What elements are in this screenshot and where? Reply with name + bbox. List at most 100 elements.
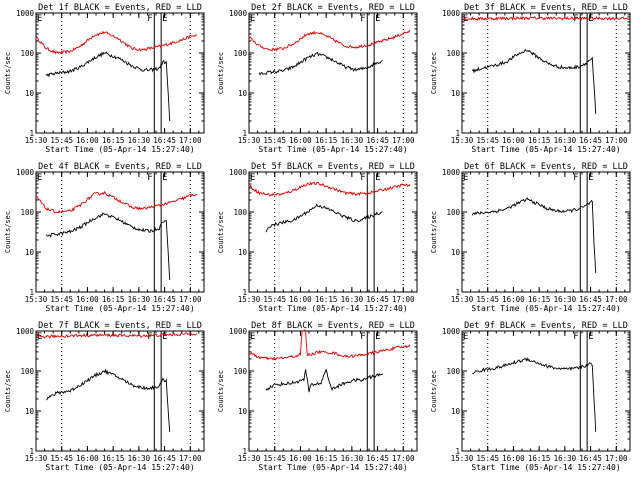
plot-frame — [248, 330, 418, 452]
y-tick-label: 1 — [455, 447, 460, 456]
y-axis-label: Counts/sec — [217, 370, 225, 412]
event-marker-label: E — [375, 173, 380, 183]
y-tick-label: 100 — [233, 367, 247, 376]
x-tick-label: 16:00 — [502, 136, 525, 145]
plot-frame — [461, 171, 631, 293]
x-tick-label: 16:15 — [528, 295, 551, 304]
lld-series-line — [248, 181, 411, 197]
x-tick-label: 16:00 — [289, 454, 312, 463]
x-tick-label: 15:45 — [50, 136, 73, 145]
x-axis-label: Start Time (05-Apr-14 15:27:40) — [45, 304, 194, 313]
x-axis-label: Start Time (05-Apr-14 15:27:40) — [471, 145, 620, 154]
plot-frame — [461, 12, 631, 134]
x-tick-label: 16:45 — [366, 295, 389, 304]
y-tick-label: 1 — [29, 447, 34, 456]
x-tick-label: 17:00 — [605, 295, 628, 304]
x-tick-label: 16:45 — [153, 295, 176, 304]
x-tick-label: 15:45 — [263, 136, 286, 145]
y-tick-label: 1 — [455, 129, 460, 138]
y-axis-label: Counts/sec — [217, 52, 225, 94]
x-tick-label: 17:00 — [392, 136, 415, 145]
y-tick-label: 10 — [25, 407, 35, 416]
x-tick-label: 15:30 — [451, 454, 474, 463]
panel-title: Det 9f BLACK = Events, RED = LLD — [464, 321, 628, 331]
y-tick-label: 10 — [451, 89, 461, 98]
event-marker-label: E — [588, 332, 593, 342]
x-tick-label: 15:30 — [238, 136, 261, 145]
y-tick-label: 10 — [238, 89, 248, 98]
lld-series-line — [248, 329, 411, 361]
event-marker-label: F — [360, 173, 365, 183]
plot-frame — [248, 171, 418, 293]
y-tick-label: 100 — [233, 49, 247, 58]
panel-2: Det 2f BLACK = Events, RED = LLD Counts/s… — [217, 3, 418, 154]
y-tick-label: 1000 — [16, 9, 35, 18]
x-tick-label: 16:45 — [366, 136, 389, 145]
x-tick-label: 16:30 — [128, 295, 151, 304]
lld-series-line — [248, 29, 411, 52]
panel-7: Det 7f BLACK = Events, RED = LLD Counts/s… — [4, 321, 205, 472]
event-marker-label: E — [375, 332, 380, 342]
x-tick-label: 16:30 — [128, 454, 151, 463]
y-tick-label: 1 — [242, 447, 247, 456]
y-tick-label: 100 — [20, 367, 34, 376]
x-axis-label: Start Time (05-Apr-14 15:27:40) — [258, 304, 407, 313]
y-tick-label: 10 — [238, 248, 248, 257]
y-tick-label: 1000 — [442, 168, 461, 177]
x-tick-label: 15:30 — [25, 136, 48, 145]
y-tick-label: 100 — [446, 367, 460, 376]
x-tick-label: 17:00 — [392, 295, 415, 304]
x-tick-label: 15:30 — [451, 136, 474, 145]
x-tick-label: 16:15 — [102, 295, 125, 304]
panel-5: Det 5f BLACK = Events, RED = LLD Counts/s… — [217, 162, 418, 313]
events-series-line — [46, 368, 171, 432]
y-tick-label: 1 — [242, 288, 247, 297]
x-tick-label: 16:15 — [315, 295, 338, 304]
y-axis-label: Counts/sec — [430, 370, 438, 412]
events-series-line — [265, 368, 384, 393]
event-marker-label: F — [573, 173, 578, 183]
panel-title: Det 3f BLACK = Events, RED = LLD — [464, 3, 628, 13]
x-axis-label: Start Time (05-Apr-14 15:27:40) — [45, 145, 194, 154]
x-tick-label: 15:30 — [25, 295, 48, 304]
panel-6: Det 6f BLACK = Events, RED = LLD Counts/s… — [430, 162, 631, 313]
x-tick-label: 16:15 — [102, 454, 125, 463]
lld-series-line — [35, 190, 198, 214]
events-series-line — [472, 356, 597, 432]
y-tick-label: 1000 — [442, 9, 461, 18]
x-tick-label: 16:30 — [554, 136, 577, 145]
y-tick-label: 100 — [446, 49, 460, 58]
plot-frame — [35, 330, 205, 452]
x-tick-label: 16:45 — [579, 454, 602, 463]
x-tick-label: 15:45 — [476, 295, 499, 304]
event-marker-label: E — [250, 14, 255, 24]
y-tick-label: 10 — [451, 248, 461, 257]
event-marker-label: E — [37, 14, 42, 24]
y-axis-label: Counts/sec — [4, 52, 12, 94]
y-axis-label: Counts/sec — [217, 211, 225, 253]
panel-title: Det 8f BLACK = Events, RED = LLD — [251, 321, 415, 331]
x-tick-label: 16:30 — [554, 295, 577, 304]
x-tick-label: 16:00 — [502, 295, 525, 304]
x-tick-label: 15:30 — [238, 295, 261, 304]
x-tick-label: 15:45 — [476, 454, 499, 463]
lld-series-line — [461, 16, 631, 22]
events-series-line — [471, 197, 597, 273]
plot-frame — [35, 12, 205, 134]
x-tick-label: 17:00 — [179, 136, 202, 145]
panel-1: Det 1f BLACK = Events, RED = LLD Counts/s… — [4, 3, 205, 154]
event-marker-label: F — [573, 332, 578, 342]
x-tick-label: 16:30 — [128, 136, 151, 145]
x-tick-label: 16:15 — [315, 454, 338, 463]
lld-series-line — [35, 30, 198, 55]
y-tick-label: 1000 — [16, 327, 35, 336]
event-marker-label: F — [147, 14, 152, 24]
x-tick-label: 16:15 — [102, 136, 125, 145]
panel-3: Det 3f BLACK = Events, RED = LLD Counts/s… — [430, 3, 631, 154]
x-tick-label: 16:15 — [528, 136, 551, 145]
plot-frame — [461, 330, 631, 452]
y-tick-label: 1000 — [229, 168, 248, 177]
panel-title: Det 4f BLACK = Events, RED = LLD — [38, 162, 202, 172]
events-series-line — [45, 212, 171, 281]
y-tick-label: 1000 — [229, 9, 248, 18]
